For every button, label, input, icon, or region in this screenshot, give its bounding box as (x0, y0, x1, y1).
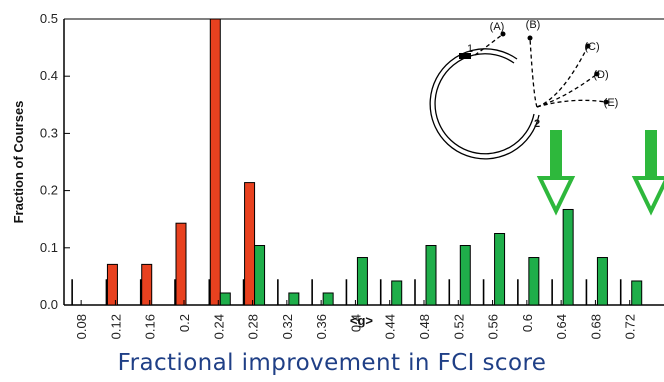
x-tick-label: 0.28 (246, 314, 261, 339)
y-tick-label: 0.1 (40, 240, 58, 255)
red-bar (244, 182, 256, 306)
x-tick-label: 0.68 (588, 314, 603, 339)
red-bar (141, 263, 153, 306)
x-tick-label: 0.12 (108, 314, 123, 339)
x-tick-label: 0.16 (143, 314, 158, 339)
down-arrow-head (631, 176, 664, 216)
green-bar (356, 257, 368, 306)
axis-layer: 0.0 0.1 0.2 0.3 0.4 0.5 Fraction of Courses 0.0… (11, 11, 638, 339)
green-bar (528, 257, 540, 306)
green-bar (562, 208, 574, 306)
arrow-head (594, 71, 600, 77)
x-tick-label: 0.44 (383, 314, 398, 339)
down-arrow-shaft (645, 130, 657, 178)
arrow-head (527, 35, 533, 41)
down-arrow-head (536, 176, 576, 216)
arrow-head (500, 31, 506, 37)
x-tick-label: 0.56 (486, 314, 501, 339)
dashed-arrow (536, 45, 589, 108)
inset-label: (C) (584, 41, 599, 53)
dashed-arrow (474, 33, 504, 56)
inset-label: (D) (593, 69, 608, 81)
x-axis-title: <g> (350, 313, 374, 328)
x-tick-label: 0.52 (451, 314, 466, 339)
inset-label: (B) (526, 19, 541, 31)
point-label: 2 (534, 118, 540, 130)
ring-inner (434, 53, 535, 155)
green-bar (494, 233, 506, 306)
figure-caption: Fractional improvement in FCI score (117, 350, 547, 376)
arrows-layer (536, 130, 664, 216)
red-bar (209, 18, 221, 306)
green-bar (219, 292, 231, 306)
y-tick-label: 0.0 (40, 297, 58, 312)
dashed-arrow (536, 99, 607, 108)
inset-label: (E) (604, 97, 619, 109)
bars-layer (71, 18, 643, 306)
inset-diagram: (A) (B) (C) (D) (E) 1 2 (429, 19, 619, 160)
ring-outer (429, 48, 540, 160)
x-tick-label: 0.36 (314, 314, 329, 339)
ring-gap-marker (459, 53, 471, 59)
x-tick-label: 0.2 (177, 314, 192, 332)
x-tick-label: 0.6 (520, 314, 535, 332)
x-tick-label: 0.64 (554, 314, 569, 339)
y-tick-label: 0.4 (40, 68, 58, 83)
arrow-head (603, 99, 609, 105)
point-label: 1 (467, 43, 473, 55)
inset-label: (A) (490, 21, 505, 33)
x-tick-label: 0.72 (623, 314, 638, 339)
x-tick-label: 0.32 (280, 314, 295, 339)
green-bar (288, 292, 300, 306)
red-bar (175, 222, 187, 306)
x-tick-label: 0.4 (348, 314, 363, 332)
green-bar (596, 257, 608, 306)
green-bar (254, 245, 266, 306)
y-tick-label: 0.2 (40, 183, 58, 198)
y-tick-label: 0.3 (40, 125, 58, 140)
green-bar (631, 280, 643, 306)
down-arrow-shaft (550, 130, 562, 178)
green-bar (425, 245, 437, 306)
green-bar (391, 280, 403, 306)
green-bar (322, 292, 334, 306)
green-bar (459, 245, 471, 306)
red-bar (106, 263, 118, 306)
arrow-head (585, 43, 591, 49)
y-axis-title: Fraction of Courses (11, 101, 26, 224)
x-tick-label: 0.08 (74, 314, 89, 339)
x-tick-label: 0.48 (417, 314, 432, 339)
dashed-arrow (529, 37, 538, 108)
y-tick-label: 0.5 (40, 11, 58, 26)
x-tick-label: 0.24 (211, 314, 226, 339)
